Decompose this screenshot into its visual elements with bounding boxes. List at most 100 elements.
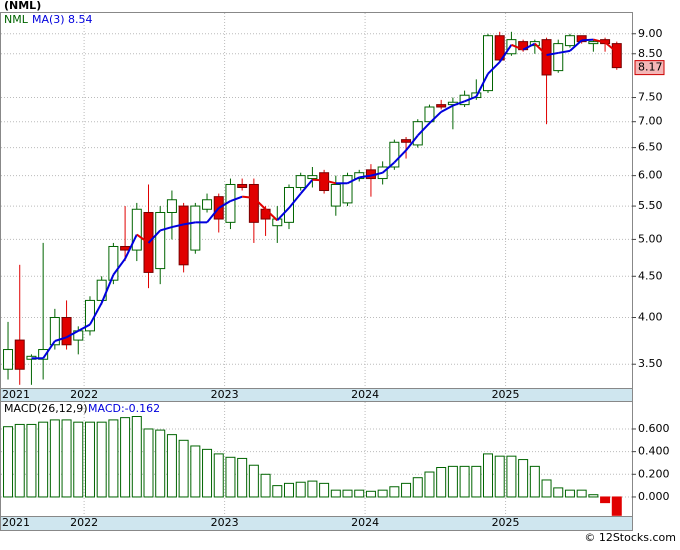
macd-bar [529, 465, 540, 498]
date-strip [0, 516, 633, 531]
ma-segment [581, 38, 594, 42]
x-tick-label: 2025 [492, 516, 520, 529]
macd-bar [330, 489, 341, 498]
last-price-label: 8.17 [638, 61, 663, 74]
x-tick-label: 2023 [211, 388, 239, 401]
candle-body [330, 183, 341, 207]
candle-body [190, 205, 201, 251]
ma-segment [42, 340, 56, 359]
ma-segment [475, 73, 489, 98]
ma-segment [511, 43, 524, 51]
price-panel [0, 12, 633, 389]
macd-bar [307, 480, 318, 498]
macd-bar [178, 439, 189, 498]
macd-bar [389, 486, 400, 498]
macd-bar [541, 479, 552, 498]
ma-segment [323, 179, 337, 185]
macd-bar [248, 464, 259, 498]
candle-body [3, 349, 14, 370]
candle-body [283, 186, 294, 223]
ma-segment [253, 197, 267, 210]
macd-bar [412, 477, 423, 498]
y-tick-label: 0.400 [638, 445, 670, 458]
candle-body [342, 175, 353, 204]
ma-segment [604, 41, 618, 53]
ma-segment [136, 233, 150, 244]
ma-segment [546, 51, 559, 56]
ma-segment [112, 258, 126, 276]
macd-bar [283, 482, 294, 498]
candle-body [389, 141, 400, 168]
candle-body [61, 316, 72, 346]
macd-bar [84, 421, 95, 498]
ma-segment [230, 195, 243, 202]
ma-segment [534, 42, 548, 56]
macd-bar [576, 489, 587, 498]
candle-body [166, 199, 177, 213]
ma-segment [347, 176, 360, 185]
y-tick-label: 7.50 [638, 91, 663, 104]
ma-segment [452, 100, 465, 107]
macd-bar [295, 481, 306, 498]
y-tick-label: 0.000 [638, 490, 670, 503]
macd-bar [272, 485, 283, 498]
y-tick-label: 4.50 [638, 269, 663, 282]
candle-body [120, 245, 131, 251]
ma-segment [147, 229, 161, 244]
macd-bar [611, 496, 622, 516]
macd-bar [459, 465, 470, 498]
y-tick-label: 6.50 [638, 141, 663, 154]
macd-bar [96, 421, 107, 498]
macd-bar [225, 456, 236, 498]
macd-bar [588, 494, 599, 498]
legend-ma: MA(3) [32, 13, 65, 26]
x-tick-label: 2022 [70, 388, 98, 401]
x-tick-label: 2025 [492, 388, 520, 401]
candle-body [564, 35, 575, 47]
macd-bar [564, 489, 575, 498]
ma-segment [159, 226, 173, 232]
y-tick-label: 6.00 [638, 169, 663, 182]
last-price-tag [634, 60, 665, 76]
ma-segment [381, 161, 396, 174]
x-tick-label: 2023 [211, 516, 239, 529]
ma-segment [593, 38, 606, 44]
ma-segment [440, 104, 454, 113]
candle-body [424, 106, 435, 123]
candle-body [295, 175, 306, 188]
x-tick-label: 2021 [2, 516, 30, 529]
ma-segment [299, 179, 314, 195]
macd-bar [471, 465, 482, 498]
macd-bar [166, 434, 177, 498]
macd-bar [553, 487, 564, 498]
legend-ma-value: 8.54 [68, 13, 93, 26]
y-tick-label: 5.00 [638, 232, 663, 245]
ma-segment [206, 207, 220, 223]
ma-segment [77, 323, 91, 332]
candle-body [494, 35, 505, 61]
y-tick-label: 8.50 [638, 47, 663, 60]
ma-segment [276, 207, 290, 222]
ma-segment [428, 111, 442, 124]
macd-bar [365, 490, 376, 498]
ma-segment [498, 44, 513, 63]
ma-segment [312, 178, 325, 182]
macd-bar [237, 457, 248, 498]
macd-bar [213, 453, 224, 498]
ma-segment [242, 195, 254, 199]
ma-segment [171, 223, 184, 229]
candle-body [14, 339, 25, 370]
candle-body [541, 39, 552, 76]
candle-body [49, 316, 60, 346]
x-tick-label: 2024 [351, 516, 379, 529]
macd-bar [260, 473, 271, 498]
ma-segment [558, 49, 571, 54]
macd-bar [377, 489, 388, 498]
y-tick-label: 0.200 [638, 467, 670, 480]
candle-body [401, 139, 412, 143]
macd-bar [319, 482, 330, 498]
ma-segment [218, 200, 231, 209]
macd-bar [131, 416, 142, 498]
candle-body [307, 175, 318, 180]
